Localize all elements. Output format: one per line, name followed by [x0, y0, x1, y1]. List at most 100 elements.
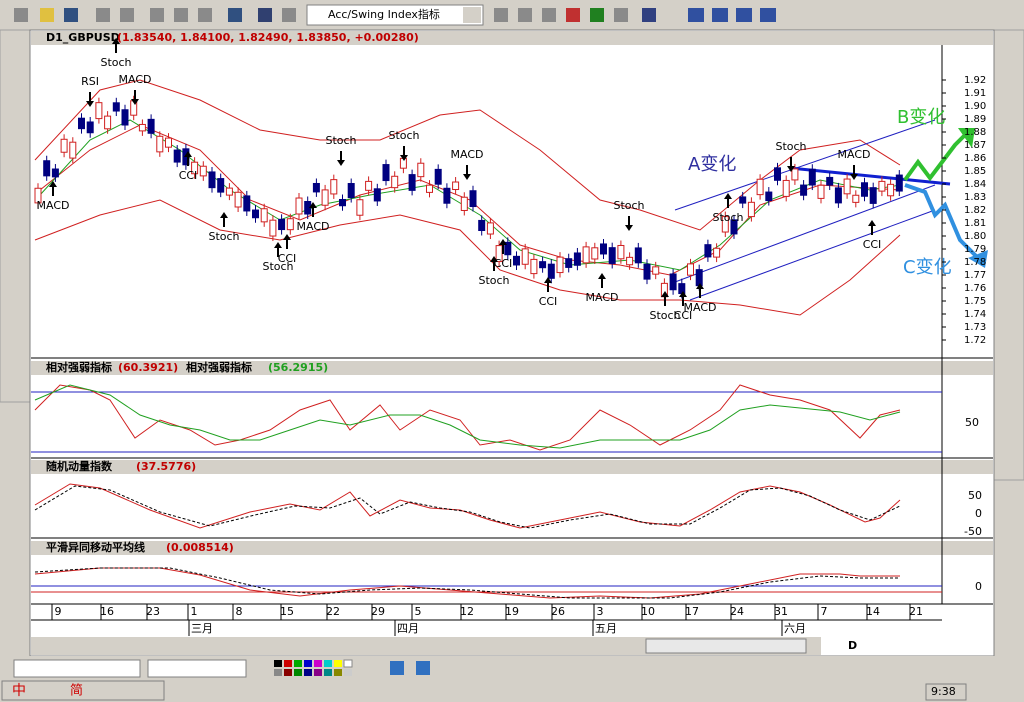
indicator-select-text: Acc/Swing Index指标: [328, 7, 440, 21]
quote: (1.83540, 1.84100, 1.82490, 1.83850, +0.…: [117, 31, 419, 44]
rsi-value: (60.3921): [118, 361, 178, 374]
signal-label: Stoch: [100, 56, 131, 69]
candle-body: [365, 180, 373, 191]
candle-body: [86, 121, 94, 134]
date-label: 12: [460, 605, 474, 618]
price-axis-label: 1.83: [964, 192, 986, 203]
ime-mode[interactable]: 简: [70, 683, 83, 699]
candle-body: [417, 162, 425, 178]
scroll-thumb[interactable]: [645, 638, 807, 654]
candle-body: [782, 179, 790, 197]
candle-body: [104, 115, 112, 130]
price-axis-label: 1.89: [964, 114, 986, 125]
candle-body: [78, 117, 85, 130]
signal-label: MACD: [119, 73, 152, 86]
macd-axis-label: 0: [975, 580, 982, 593]
signal-label: Stoch: [325, 134, 356, 147]
scenario-a: A变化: [688, 154, 736, 175]
candle-body: [556, 256, 564, 274]
candle-body: [756, 178, 764, 196]
candle-body: [765, 191, 773, 202]
date-label: 21: [909, 605, 923, 618]
panel-borders: [31, 45, 993, 621]
candle-body: [225, 187, 233, 196]
date-label: 26: [551, 605, 565, 618]
price-axis-label: 1.73: [964, 322, 986, 333]
candle-body: [652, 266, 660, 275]
indicator-select[interactable]: [306, 4, 484, 26]
date-label: 5: [415, 605, 422, 618]
scrollbar[interactable]: [31, 637, 821, 655]
signal-label: Stoch: [712, 211, 743, 224]
candle-body: [469, 190, 477, 208]
macd-lines: [31, 567, 942, 599]
candle-body: [791, 168, 799, 181]
candle-body: [695, 269, 703, 287]
signal-label: Stoch: [208, 230, 239, 243]
candle-body: [852, 194, 860, 203]
candle-body: [826, 176, 834, 186]
candle-body: [252, 209, 259, 219]
date-label: 17: [685, 605, 699, 618]
candle-body: [112, 102, 120, 112]
scenario-c: C变化: [903, 257, 952, 278]
candle-body: [339, 198, 346, 207]
period-button[interactable]: D: [848, 639, 857, 652]
signal-label: CCI: [539, 295, 558, 308]
date-label: 7: [821, 605, 828, 618]
date-label: 22: [326, 605, 340, 618]
signal-arrowhead: [490, 256, 498, 262]
signal-arrowhead: [544, 277, 552, 283]
signal-arrowhead: [868, 220, 876, 226]
candle-body: [895, 174, 903, 192]
signal-label: CCI: [863, 238, 882, 251]
ime-bar: [1, 680, 165, 701]
price-axis-label: 1.77: [964, 270, 986, 281]
signal-label: Stoch: [388, 129, 419, 142]
date-label: 1: [191, 605, 198, 618]
candle-body: [834, 187, 842, 204]
candle-body: [147, 118, 155, 134]
select-arrow[interactable]: [463, 7, 481, 23]
candle-body: [199, 165, 207, 177]
candle-body: [217, 178, 225, 193]
line-style-select[interactable]: [13, 659, 141, 678]
price-axis-label: 1.72: [964, 335, 986, 346]
line-width-select[interactable]: [147, 659, 247, 678]
candle-body: [626, 256, 634, 266]
rsi-title: 相对强弱指标: [46, 360, 112, 374]
signal-label: MACD: [586, 291, 619, 304]
panel-headers: [31, 31, 993, 555]
candle-body: [539, 261, 547, 269]
candle-body: [173, 149, 181, 163]
chart-window: [29, 29, 995, 657]
signal-arrowhead: [679, 291, 687, 297]
date-label: 8: [236, 605, 243, 618]
signal-label: Stoch: [649, 309, 680, 322]
candle-body: [443, 187, 451, 204]
color-palette: [274, 659, 430, 676]
candle-body: [347, 183, 355, 199]
candle-body: [730, 219, 738, 235]
signal-arrowhead: [625, 225, 633, 231]
candle-body: [530, 258, 538, 275]
signal-arrowhead: [220, 212, 228, 218]
candle-body: [34, 187, 42, 204]
signal-label: RSI: [81, 75, 99, 88]
signal-arrowhead: [724, 193, 732, 199]
ime-lang[interactable]: 中: [12, 683, 26, 699]
signal-label: CCI: [494, 257, 513, 270]
price-axis-label: 1.76: [964, 283, 986, 294]
candle-body: [243, 195, 251, 212]
momentum-axis-label: 50: [968, 489, 982, 502]
price-axis-label: 1.91: [964, 88, 986, 99]
candle-body: [121, 109, 129, 126]
candle-body: [721, 216, 729, 233]
candle-body: [800, 184, 808, 196]
signal-label: Stoch: [613, 199, 644, 212]
candle-body: [191, 161, 199, 175]
signal-label: MACD: [37, 199, 70, 212]
momentum-axis-label: 0: [975, 507, 982, 520]
price-axis-label: 1.79: [964, 244, 986, 255]
candle-body: [600, 243, 607, 255]
